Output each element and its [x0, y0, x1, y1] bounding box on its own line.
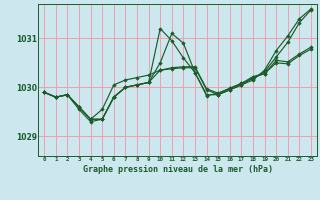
X-axis label: Graphe pression niveau de la mer (hPa): Graphe pression niveau de la mer (hPa) — [83, 165, 273, 174]
